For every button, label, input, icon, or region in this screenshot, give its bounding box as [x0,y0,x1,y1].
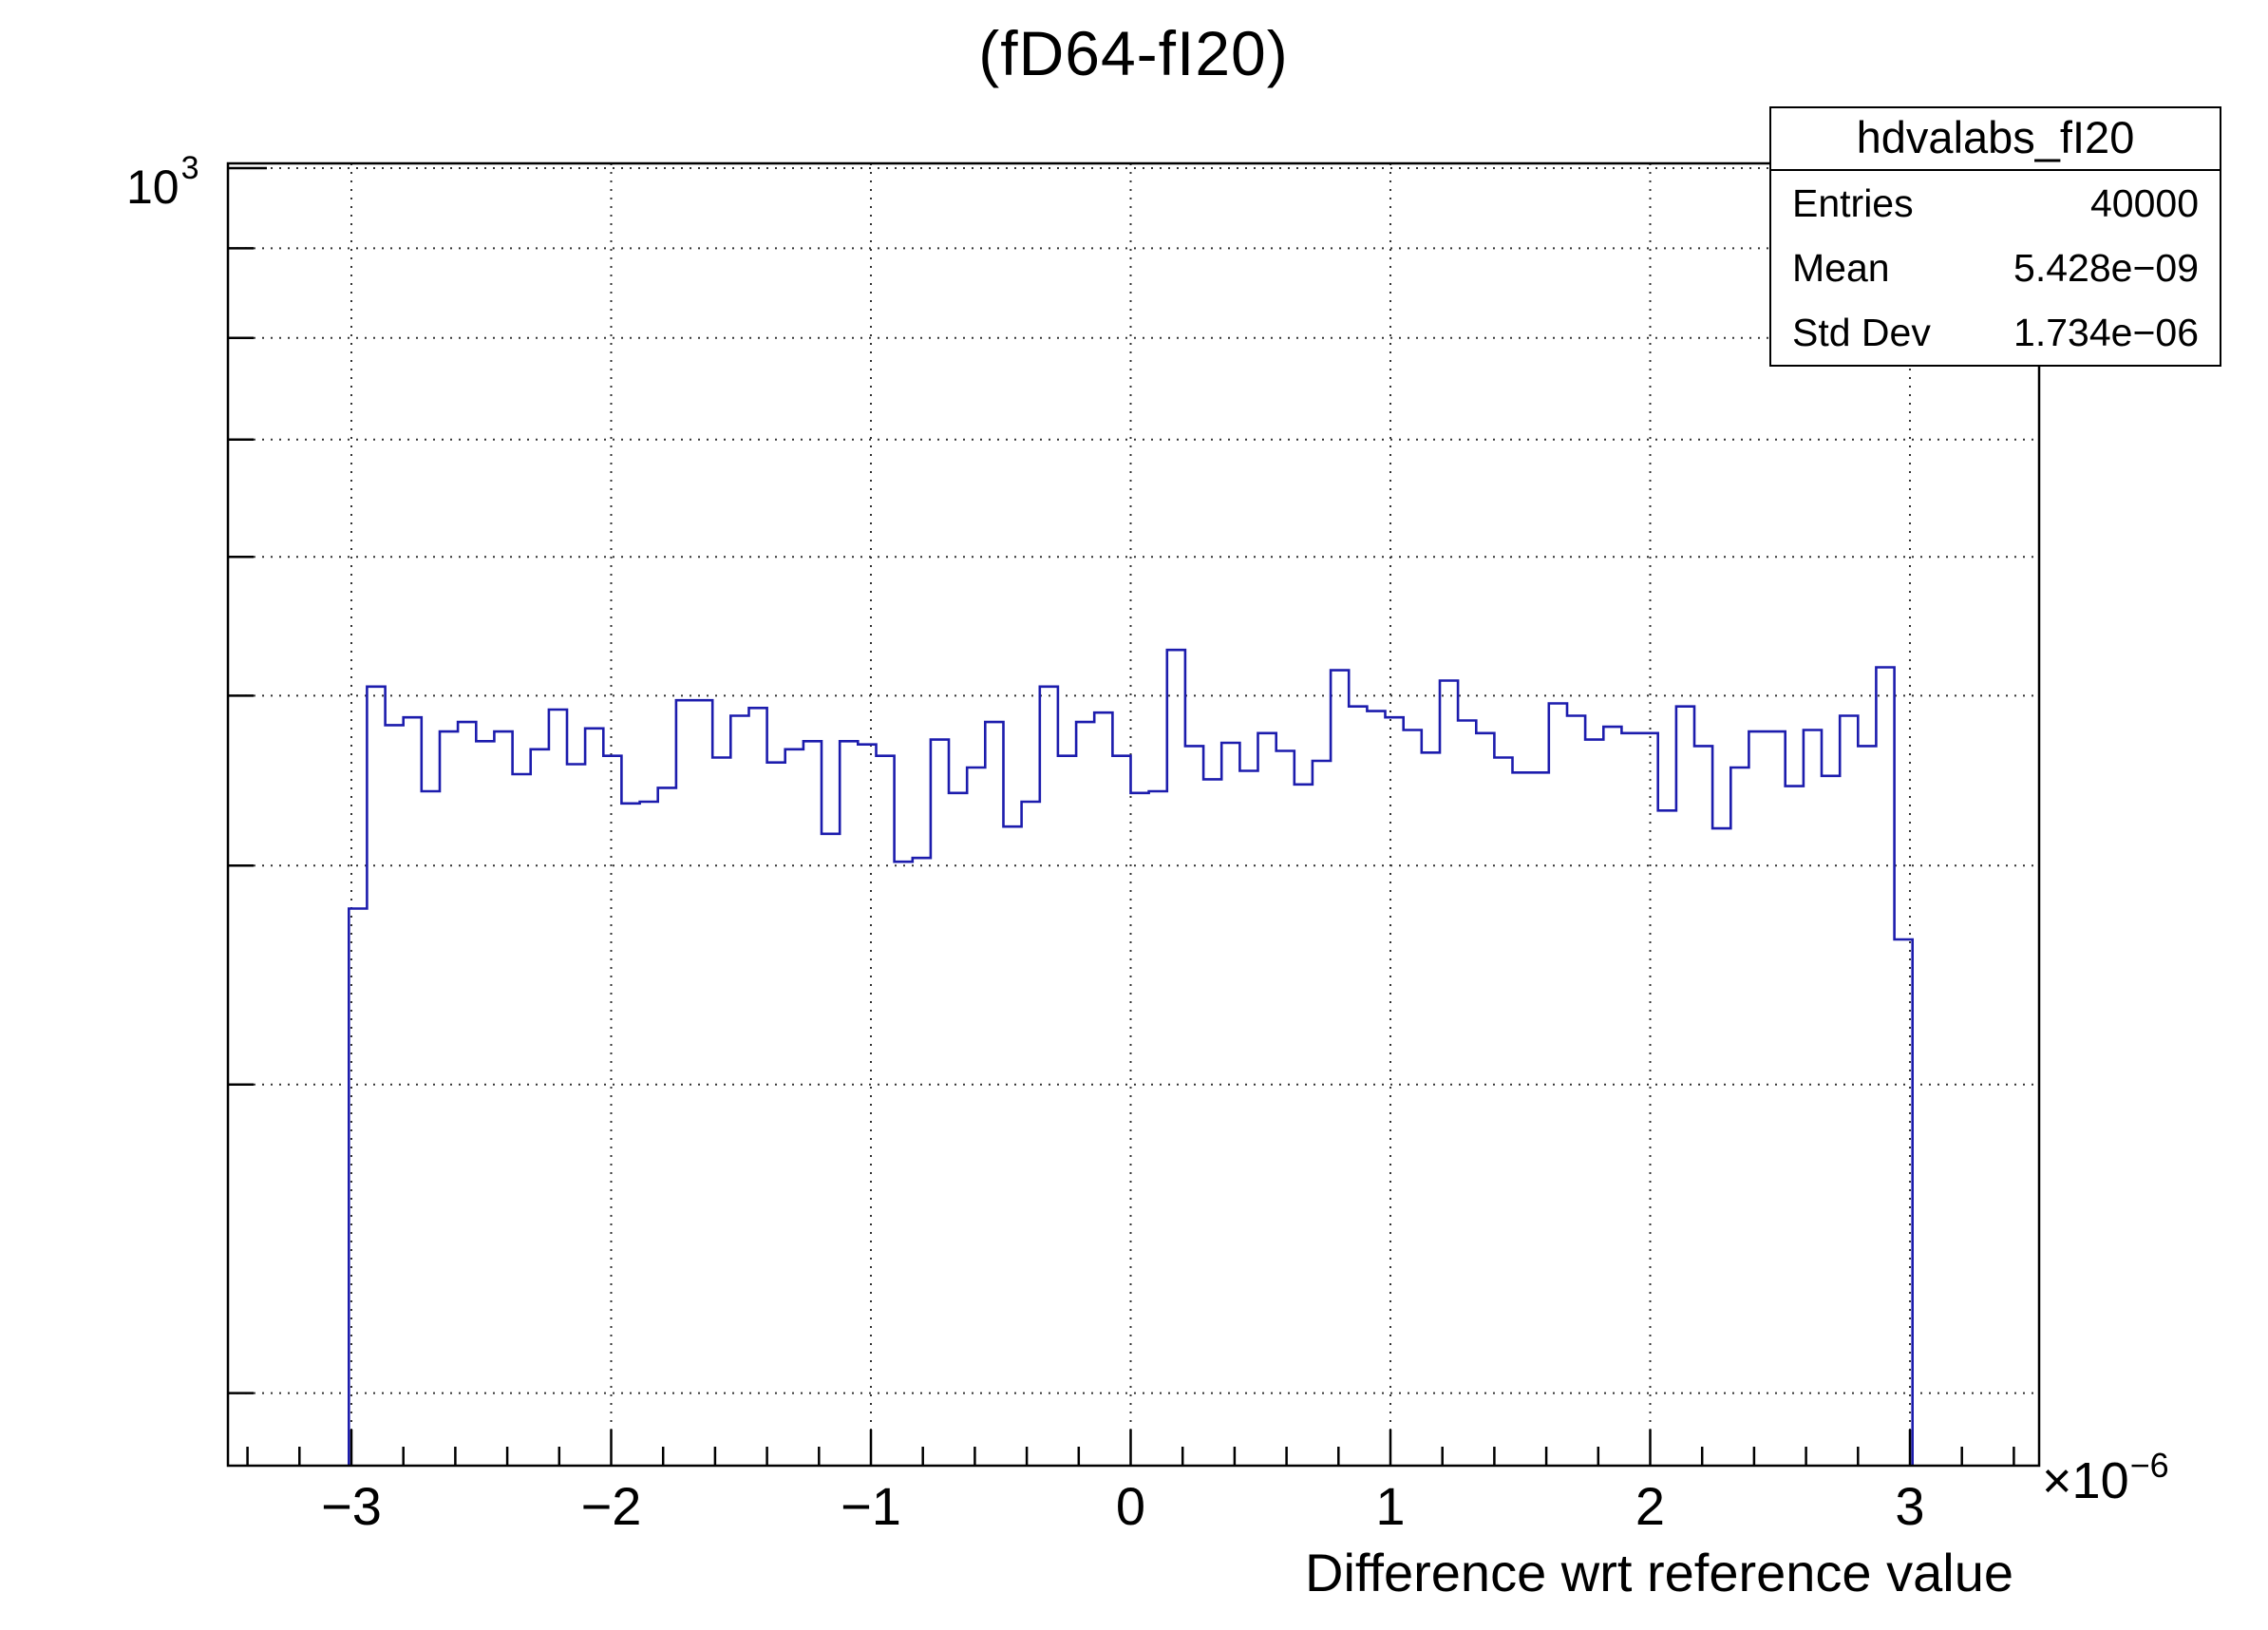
stats-box: hdvalabs_fI20 Entries 40000 Mean 5.428e−… [1769,106,2221,367]
x-axis-scale-multiplier: ×10−6 [2042,1440,2169,1507]
y-axis-power-label: 103 [126,144,199,211]
x-axis-tick-label: 1 [1375,1476,1406,1536]
stats-value-entries: 40000 [2089,180,2199,225]
plot-frame [226,161,2041,1468]
x-axis-tick-label: −2 [580,1476,642,1536]
stats-label-entries: Entries [1792,180,1914,225]
stats-label-stddev: Std Dev [1792,310,1931,354]
y-power-exponent: 3 [180,150,199,186]
chart-title: (fD64-fI20) [978,18,1289,88]
x-axis-tick-label: 2 [1635,1476,1666,1536]
x-axis-tick-label: −1 [841,1476,901,1536]
x-axis-tick-label: −3 [321,1476,382,1536]
y-power-base: 10 [126,161,180,214]
x-scale-exponent: −6 [2129,1446,2169,1485]
stats-row-mean: Mean 5.428e−09 [1771,236,2220,300]
stats-box-rows: Entries 40000 Mean 5.428e−09 Std Dev 1.7… [1771,171,2220,365]
stats-box-title: hdvalabs_fI20 [1771,108,2220,171]
stats-row-entries: Entries 40000 [1771,171,2220,236]
x-axis-tick-label: 3 [1895,1476,1925,1536]
stats-row-stddev: Std Dev 1.734e−06 [1771,300,2220,365]
stats-value-stddev: 1.734e−06 [2013,310,2199,354]
stats-label-mean: Mean [1792,245,1890,290]
x-scale-base: ×10 [2042,1452,2129,1509]
x-axis-tick-label: 0 [1115,1476,1146,1536]
stats-value-mean: 5.428e−09 [2013,245,2199,290]
x-axis-title: Difference wrt reference value [1305,1543,2013,1602]
histogram-line-hdvalabs_fI20 [348,648,1914,1466]
